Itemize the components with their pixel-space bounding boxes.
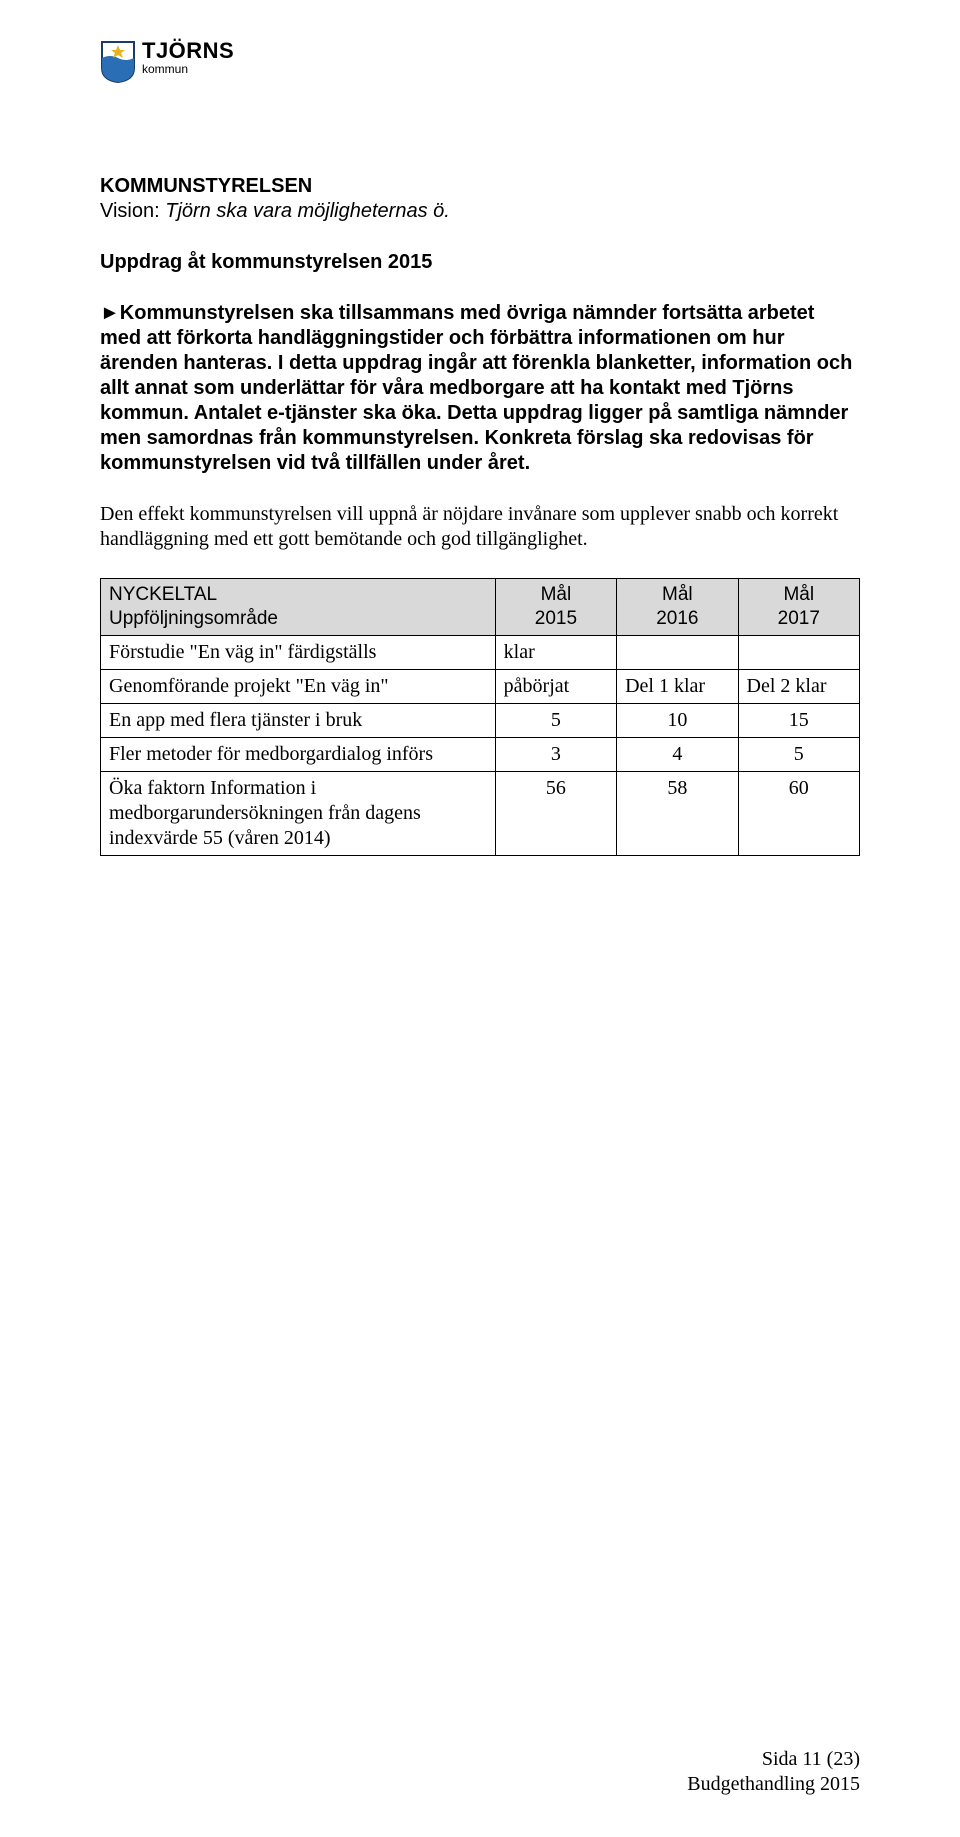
cell-2017: 5	[738, 737, 859, 771]
cell-2015: 3	[495, 737, 616, 771]
cell-desc: Öka faktorn Information i medborgarunder…	[101, 771, 496, 855]
cell-desc: En app med flera tjänster i bruk	[101, 703, 496, 737]
table-row: En app med flera tjänster i bruk 5 10 15	[101, 703, 860, 737]
table-row: Förstudie "En väg in" färdigställs klar	[101, 635, 860, 669]
th-line2: 2017	[778, 608, 820, 629]
th-line2: 2016	[656, 608, 698, 629]
cell-desc: Förstudie "En väg in" färdigställs	[101, 635, 496, 669]
bullet-paragraph: ►Kommunstyrelsen ska tillsammans med övr…	[100, 301, 860, 476]
cell-2016	[617, 635, 738, 669]
table-header-row: NYCKELTAL Uppföljningsområde Mål 2015 Må…	[101, 579, 860, 636]
cell-2017: 60	[738, 771, 859, 855]
th-line2: Uppföljningsområde	[109, 608, 278, 629]
cell-2016: 58	[617, 771, 738, 855]
table-row: Fler metoder för medborgardialog införs …	[101, 737, 860, 771]
th-mal-2017: Mål 2017	[738, 579, 859, 636]
table-row: Genomförande projekt "En väg in" påbörja…	[101, 669, 860, 703]
th-mal-2015: Mål 2015	[495, 579, 616, 636]
cell-2017	[738, 635, 859, 669]
th-line1: Mål	[662, 584, 693, 605]
effect-paragraph: Den effekt kommunstyrelsen vill uppnå är…	[100, 502, 860, 552]
cell-desc: Fler metoder för medborgardialog införs	[101, 737, 496, 771]
vision-text: Tjörn ska vara möjligheternas ö.	[165, 200, 450, 222]
logo-text: TJÖRNS kommun	[142, 40, 234, 75]
th-mal-2016: Mål 2016	[617, 579, 738, 636]
kpi-table: NYCKELTAL Uppföljningsområde Mål 2015 Må…	[100, 578, 860, 856]
logo-sub: kommun	[142, 63, 234, 75]
cell-2016: 4	[617, 737, 738, 771]
shield-icon	[100, 40, 136, 84]
cell-2015: 5	[495, 703, 616, 737]
th-line1: Mål	[541, 584, 572, 605]
cell-2015: klar	[495, 635, 616, 669]
th-line1: NYCKELTAL	[109, 584, 217, 605]
cell-2016: Del 1 klar	[617, 669, 738, 703]
page-footer: Sida 11 (23) Budgethandling 2015	[687, 1747, 860, 1797]
cell-desc: Genomförande projekt "En väg in"	[101, 669, 496, 703]
cell-2017: 15	[738, 703, 859, 737]
bullet-text: Kommunstyrelsen ska tillsammans med övri…	[100, 302, 852, 474]
vision-line: Vision: Tjörn ska vara möjligheternas ö.	[100, 199, 860, 224]
table-row: Öka faktorn Information i medborgarunder…	[101, 771, 860, 855]
cell-2015: påbörjat	[495, 669, 616, 703]
document-body: KOMMUNSTYRELSEN Vision: Tjörn ska vara m…	[100, 174, 860, 856]
footer-doc: Budgethandling 2015	[687, 1772, 860, 1797]
logo-brand: TJÖRNS	[142, 40, 234, 62]
vision-label: Vision:	[100, 200, 165, 222]
uppdrag-title: Uppdrag åt kommunstyrelsen 2015	[100, 250, 860, 275]
section-title: KOMMUNSTYRELSEN	[100, 174, 860, 199]
logo-block: TJÖRNS kommun	[100, 40, 860, 84]
th-line1: Mål	[783, 584, 814, 605]
cell-2017: Del 2 klar	[738, 669, 859, 703]
cell-2016: 10	[617, 703, 738, 737]
cell-2015: 56	[495, 771, 616, 855]
bullet-marker: ►	[100, 302, 120, 324]
th-nyckeltal: NYCKELTAL Uppföljningsområde	[101, 579, 496, 636]
th-line2: 2015	[535, 608, 577, 629]
footer-page: Sida 11 (23)	[687, 1747, 860, 1772]
